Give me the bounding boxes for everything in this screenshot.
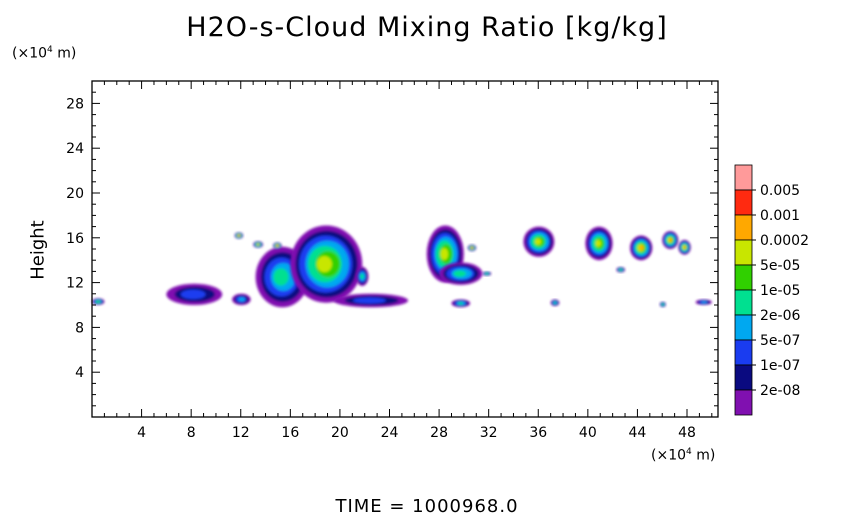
x-tick-label: 32 [480, 425, 498, 441]
cloud-region [426, 225, 464, 283]
cloud-level [639, 245, 644, 251]
cloud-level [440, 248, 449, 261]
y-tick-label: 20 [66, 186, 84, 202]
colorbar-swatch [734, 264, 753, 291]
cloud-region [333, 293, 409, 308]
colorbar-swatch [734, 339, 753, 366]
cloud-region [616, 266, 626, 273]
cloud-region [467, 244, 477, 252]
cloud-region [629, 235, 653, 261]
y-unit-label: (×104 m) [12, 45, 77, 62]
colorbar-label: 1e-07 [760, 358, 800, 374]
cloud-region [550, 299, 560, 307]
cloud-level [238, 297, 246, 302]
cloud-region [482, 271, 492, 276]
cloud-level [273, 268, 289, 286]
cloud-level [316, 255, 333, 273]
colorbar-swatch [734, 189, 753, 216]
plot-frame [91, 80, 719, 418]
colorbar-swatch [734, 389, 753, 416]
x-tick-label: 20 [331, 425, 349, 441]
colorbar-label: 2e-08 [760, 383, 800, 399]
colorbar-label: 5e-07 [760, 333, 800, 349]
y-tick-label: 4 [75, 365, 84, 381]
y-tick-label: 8 [75, 320, 84, 336]
x-tick-label: 36 [529, 425, 547, 441]
colorbar-label: 5e-05 [760, 258, 800, 274]
cloud-level [534, 238, 542, 245]
chart-title: H2O-s-Cloud Mixing Ratio [kg/kg] [186, 12, 668, 43]
cloud-region [695, 299, 712, 306]
cloud-level [669, 238, 673, 242]
colorbar-swatch [734, 364, 753, 391]
colorbar: 0.005 0.001 0.0002 5e-05 1e-05 2e-06 5e-07 1e-0… [734, 164, 809, 416]
cloud-level [470, 247, 473, 249]
colorbar-swatch [734, 164, 753, 191]
cloud-region [290, 225, 363, 303]
cloud-region [659, 301, 666, 308]
cloud-region [439, 262, 483, 285]
cloud-level [553, 301, 557, 304]
cloud-level [453, 270, 466, 277]
colorbar-label: 0.005 [760, 183, 800, 199]
cloud-level [97, 300, 101, 303]
cloud-region [678, 240, 691, 255]
colorbar-swatch [734, 289, 753, 316]
cloud-region [166, 283, 223, 305]
x-tick-label: 4 [137, 425, 146, 441]
cloud-region [92, 298, 105, 306]
y-tick-label: 16 [66, 231, 84, 247]
cloud-level [352, 297, 386, 304]
colorbar-swatch [734, 214, 753, 241]
colorbar-swatch [734, 314, 753, 341]
y-tick-label: 12 [66, 276, 84, 292]
cloud-level [276, 245, 278, 247]
x-tick-label: 8 [187, 425, 196, 441]
cloud-level [701, 301, 707, 304]
cloud-region [272, 242, 282, 249]
cloud-level [257, 243, 260, 246]
colorbar-label: 2e-06 [760, 308, 800, 324]
cloud-level [683, 245, 687, 249]
cloud-level [360, 273, 364, 280]
cloud-region [253, 241, 264, 248]
x-tick-label: 12 [232, 425, 250, 441]
x-tick-label: 48 [678, 425, 696, 441]
colorbar-swatch [734, 239, 753, 266]
cloud-level [180, 289, 206, 300]
x-tick-label: 24 [381, 425, 399, 441]
cloud-region [523, 226, 555, 257]
time-label: TIME = 1000968.0 [335, 496, 519, 517]
cloud-level [237, 235, 240, 237]
cloud-region [662, 231, 679, 249]
y-tick-label: 28 [66, 96, 84, 112]
colorbar-label: 1e-05 [760, 283, 800, 299]
x-tick-label: 16 [281, 425, 299, 441]
cloud-level [485, 273, 489, 275]
colorbar-label: 0.001 [760, 208, 800, 224]
cloud-region [234, 232, 244, 239]
cloud-region [585, 226, 613, 261]
cloud-level [662, 303, 664, 306]
cloud-level [619, 269, 622, 271]
x-unit-label: (×104 m) [651, 447, 716, 464]
cloud-region [232, 293, 251, 305]
x-tick-label: 44 [629, 425, 647, 441]
cloud-level [457, 302, 463, 305]
y-tick-label: 24 [66, 141, 84, 157]
cloud-level [595, 239, 602, 247]
x-tick-label: 28 [430, 425, 448, 441]
cloud-region [451, 299, 471, 308]
x-tick-label: 40 [579, 425, 597, 441]
cloud-region [356, 266, 369, 286]
cloud-field [92, 225, 712, 308]
colorbar-label: 0.0002 [760, 233, 809, 249]
